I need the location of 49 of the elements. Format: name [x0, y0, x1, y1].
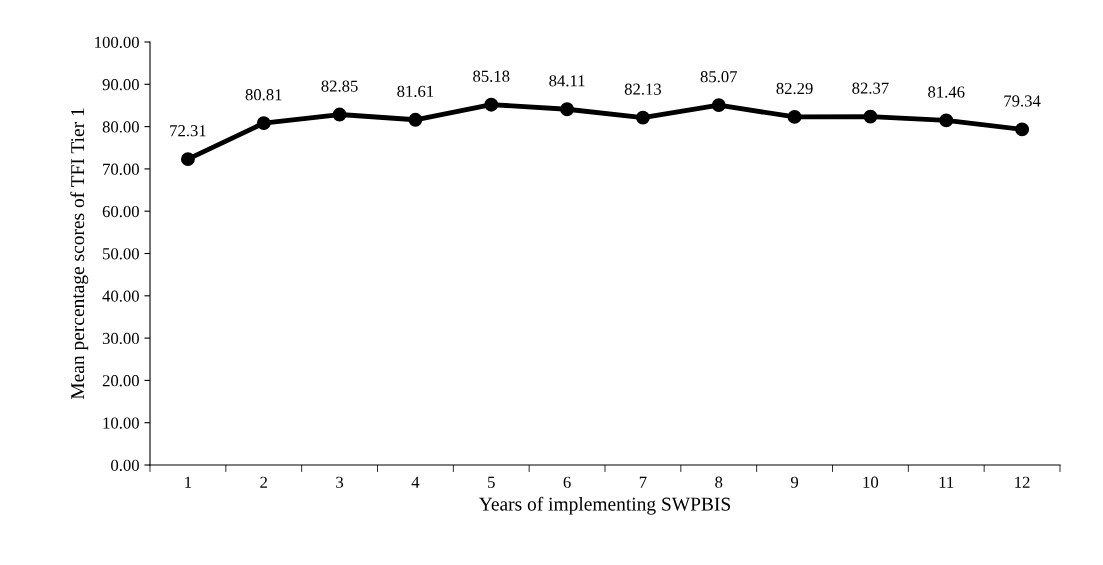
x-tick-label: 5	[488, 476, 495, 488]
data-label: 72.31	[170, 125, 206, 137]
x-tick-label: 9	[790, 476, 799, 488]
data-label: 81.61	[397, 85, 434, 98]
y-tick-label: 10.00	[103, 417, 139, 429]
y-tick-label: 0.00	[111, 459, 139, 472]
point	[1015, 122, 1030, 137]
data-label: 82.13	[624, 83, 662, 95]
x-tick-label: 2	[260, 476, 267, 488]
point	[711, 98, 726, 113]
point	[863, 109, 878, 124]
y-tick-label: 50.00	[103, 248, 139, 260]
data-label: 82.85	[321, 80, 358, 92]
x-tick-label: 11	[939, 476, 954, 488]
data-label: 79.34	[1004, 95, 1041, 107]
y-tick-label: 90.00	[102, 79, 139, 91]
point	[635, 110, 650, 125]
y-tick-label: 60.00	[102, 205, 139, 218]
point	[180, 152, 195, 167]
x-tick-label: 7	[639, 476, 647, 488]
x-tick-label: 6	[563, 476, 571, 488]
data-label: 85.18	[473, 70, 510, 82]
y-tick-label: 30.00	[102, 332, 139, 345]
data-label: 84.11	[549, 75, 585, 87]
y-tick-label: 70.00	[103, 163, 139, 175]
point	[484, 97, 499, 112]
data-label: 85.07	[700, 71, 738, 83]
y-tick-label: 20.00	[102, 375, 139, 387]
point	[560, 102, 575, 117]
point	[939, 113, 954, 128]
data-label: 82.37	[852, 82, 889, 94]
y-axis-title: Mean percentage scores of TFI Tier 1	[70, 108, 89, 400]
x-tick-label: 3	[336, 476, 344, 488]
point	[787, 109, 802, 124]
x-tick-label: 12	[1015, 476, 1030, 488]
y-tick-label: 40.00	[102, 290, 139, 302]
point	[332, 107, 347, 122]
y-tick-label: 80.00	[102, 121, 139, 133]
point	[256, 116, 271, 131]
data-label: 81.46	[928, 86, 965, 98]
data-label: 80.81	[245, 89, 282, 101]
y-tick-label: 100.00	[95, 36, 139, 49]
data-label: 82.29	[776, 82, 813, 95]
x-tick-label: 10	[863, 476, 879, 488]
point	[408, 112, 423, 127]
x-tick-label: 1	[185, 476, 192, 488]
x-tick-label: 4	[411, 476, 420, 488]
x-tick-label: 8	[715, 476, 723, 488]
x-axis-title: Years of implementing SWPBIS	[479, 496, 731, 515]
